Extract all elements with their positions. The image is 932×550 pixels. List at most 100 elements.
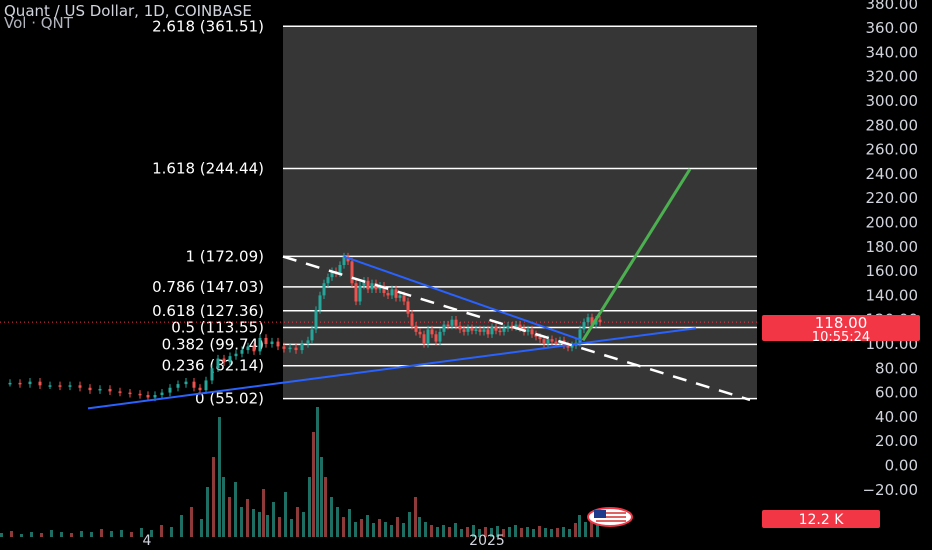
candle-body xyxy=(410,313,414,326)
volume-bar xyxy=(520,528,523,537)
volume-bar xyxy=(324,477,327,537)
y-tick-label: 140.00 xyxy=(866,286,919,304)
volume-bar xyxy=(240,507,243,537)
volume-bar xyxy=(316,407,319,537)
candle-body xyxy=(478,329,482,332)
candle-body xyxy=(526,329,530,332)
candle-body xyxy=(518,324,522,329)
candle-body xyxy=(118,391,122,393)
candle-body xyxy=(288,347,292,350)
volume-badge-value: 12.2 K xyxy=(799,512,845,528)
candle-body xyxy=(198,387,202,391)
volume-bar xyxy=(348,509,351,537)
y-tick-label: 40.00 xyxy=(875,408,918,426)
y-tick-label: 0.00 xyxy=(885,457,918,475)
volume-bar xyxy=(10,531,13,537)
trendline-support xyxy=(87,327,697,410)
volume-bar xyxy=(222,477,225,537)
candle-body xyxy=(338,265,342,274)
candle-body xyxy=(466,328,470,332)
volume-bar xyxy=(402,523,405,537)
candle-body xyxy=(326,277,330,284)
y-tick-label: 380.00 xyxy=(866,0,919,13)
dashed-projection-line xyxy=(282,255,751,402)
candle-body xyxy=(394,289,398,298)
candle-body xyxy=(8,382,12,385)
y-tick-label: 240.00 xyxy=(866,165,919,183)
candle-body xyxy=(418,331,422,335)
volume-bar xyxy=(526,527,529,537)
volume-bar xyxy=(170,527,173,537)
candle-body xyxy=(18,382,22,385)
candle-body xyxy=(300,344,304,351)
volume-bar xyxy=(390,525,393,537)
volume-bar xyxy=(556,528,559,537)
candle-body xyxy=(168,387,172,393)
candle-body xyxy=(434,334,438,342)
volume-bar xyxy=(384,522,387,537)
chart-title: Quant / US Dollar, 1D, COINBASE xyxy=(4,2,252,20)
y-tick-label: 340.00 xyxy=(866,43,919,61)
candle-body xyxy=(458,325,462,330)
x-tick-label: 4 xyxy=(143,533,152,549)
volume-bar xyxy=(110,531,113,537)
volume-bar xyxy=(448,527,451,537)
candle-body xyxy=(246,346,250,351)
candle-body xyxy=(390,289,394,296)
volume-bar xyxy=(538,526,541,537)
volume-bar xyxy=(284,492,287,537)
volume-bar xyxy=(180,515,183,537)
candle-body xyxy=(210,368,214,381)
fib-label-8: 2.618 (361.51) xyxy=(152,17,264,35)
candle-body xyxy=(402,295,406,302)
volume-bar xyxy=(550,529,553,537)
candle-body xyxy=(566,345,570,348)
candle-body xyxy=(252,346,256,352)
volume-bar xyxy=(544,528,547,537)
candle-body xyxy=(450,319,454,326)
candle-body xyxy=(38,381,42,386)
volume-bar xyxy=(60,532,63,537)
volume-bar xyxy=(396,517,399,537)
volume-bar xyxy=(408,512,411,537)
volume-bar xyxy=(40,533,43,537)
candle-body xyxy=(514,324,518,327)
candle-body xyxy=(314,309,318,330)
y-tick-label: 320.00 xyxy=(866,68,919,86)
volume-bar xyxy=(354,522,357,537)
y-tick-label: 300.00 xyxy=(866,92,919,110)
candle-body xyxy=(486,329,490,335)
volume-bar xyxy=(574,523,577,537)
trendline-resistance xyxy=(343,255,583,342)
candle-body xyxy=(506,325,510,329)
price-badge-countdown: 10:55:24 xyxy=(812,330,870,345)
candle-body xyxy=(462,329,466,332)
volume-bar xyxy=(366,515,369,537)
candle-body xyxy=(234,353,238,357)
volume-bar xyxy=(200,519,203,537)
volume-bar xyxy=(568,529,571,537)
candle-body xyxy=(370,283,374,290)
candle-body xyxy=(153,395,157,398)
fib-label-7: 1.618 (244.44) xyxy=(152,160,264,178)
volume-bar xyxy=(80,531,83,537)
fib-label-0: 0 (55.02) xyxy=(195,390,264,408)
candle-body xyxy=(362,280,366,286)
volume-bar xyxy=(20,534,23,537)
y-tick-label: 80.00 xyxy=(875,359,918,377)
candle-body xyxy=(176,384,180,388)
volume-bar xyxy=(532,529,535,537)
candle-body xyxy=(88,387,92,391)
volume-bar xyxy=(120,530,123,537)
volume-bar xyxy=(418,517,421,537)
candle-body xyxy=(494,326,498,331)
candle-body xyxy=(446,324,450,327)
volume-bar xyxy=(308,477,311,537)
candle-body xyxy=(454,319,458,326)
volume-bar xyxy=(278,517,281,537)
y-tick-label: 60.00 xyxy=(875,384,918,402)
volume-bar xyxy=(258,512,261,537)
candle-body xyxy=(216,358,220,369)
fib-label-6: 1 (172.09) xyxy=(185,247,264,265)
